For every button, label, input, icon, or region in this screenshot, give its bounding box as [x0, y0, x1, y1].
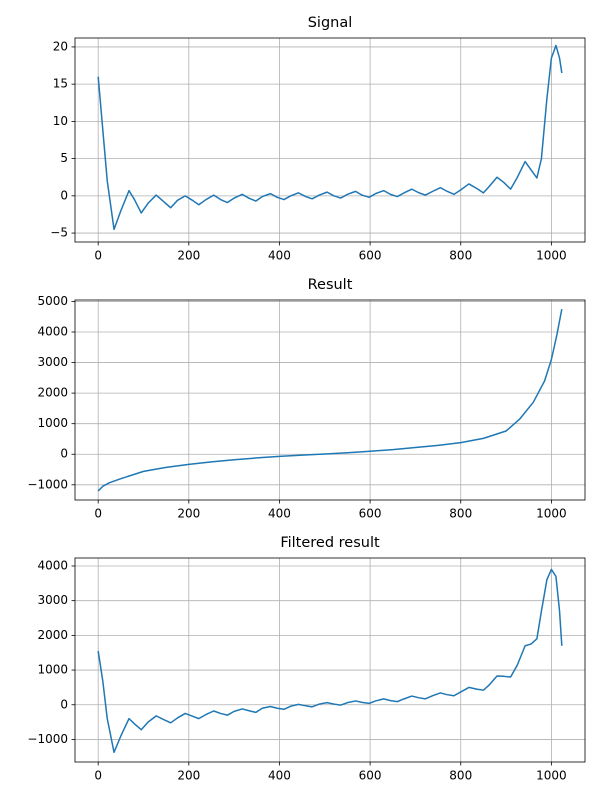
- x-tick-label: 400: [268, 769, 291, 783]
- x-tick-label: 400: [268, 249, 291, 263]
- line: [97, 308, 563, 492]
- x-tick-label: 800: [449, 507, 472, 521]
- x-tick-label: 0: [94, 507, 102, 521]
- y-tick-label: 10: [53, 114, 68, 128]
- y-tick-label: 5: [60, 151, 68, 165]
- y-tick-label: 5000: [37, 294, 68, 308]
- y-tick-label: 3000: [37, 593, 68, 607]
- x-tick-label: 1000: [536, 249, 567, 263]
- chart-title: Filtered result: [280, 535, 380, 551]
- x-tick-label: 600: [359, 769, 382, 783]
- x-tick-label: 600: [359, 507, 382, 521]
- x-tick-label: 400: [268, 507, 291, 521]
- y-tick-label: 3000: [37, 355, 68, 369]
- y-tick-label: 0: [60, 447, 68, 461]
- x-tick-label: 200: [177, 249, 200, 263]
- y-tick-label: 2000: [37, 628, 68, 642]
- line: [97, 44, 563, 231]
- x-tick-label: 200: [177, 769, 200, 783]
- x-tick-label: 1000: [536, 507, 567, 521]
- line: [97, 568, 563, 754]
- axes-frame: [74, 37, 586, 243]
- y-tick-label: −1000: [27, 732, 68, 746]
- y-tick-label: 2000: [37, 386, 68, 400]
- y-tick-label: −5: [50, 226, 68, 240]
- axes-frame: [74, 299, 586, 501]
- y-tick-label: 0: [60, 697, 68, 711]
- y-tick-label: 20: [53, 39, 68, 53]
- x-tick-label: 200: [177, 507, 200, 521]
- chart-title: Signal: [308, 15, 353, 31]
- x-tick-label: 1000: [536, 769, 567, 783]
- x-tick-label: 0: [94, 249, 102, 263]
- x-tick-label: 600: [359, 249, 382, 263]
- x-tick-label: 800: [449, 249, 472, 263]
- chart-title: Result: [308, 277, 353, 293]
- axes-frame: [74, 557, 586, 763]
- y-tick-label: 1000: [37, 416, 68, 430]
- y-tick-label: 4000: [37, 558, 68, 572]
- y-tick-label: 1000: [37, 663, 68, 677]
- y-tick-label: 4000: [37, 324, 68, 338]
- y-tick-label: 0: [60, 188, 68, 202]
- x-tick-label: 0: [94, 769, 102, 783]
- y-tick-label: 15: [53, 77, 68, 91]
- x-tick-label: 800: [449, 769, 472, 783]
- y-tick-label: −1000: [27, 477, 68, 491]
